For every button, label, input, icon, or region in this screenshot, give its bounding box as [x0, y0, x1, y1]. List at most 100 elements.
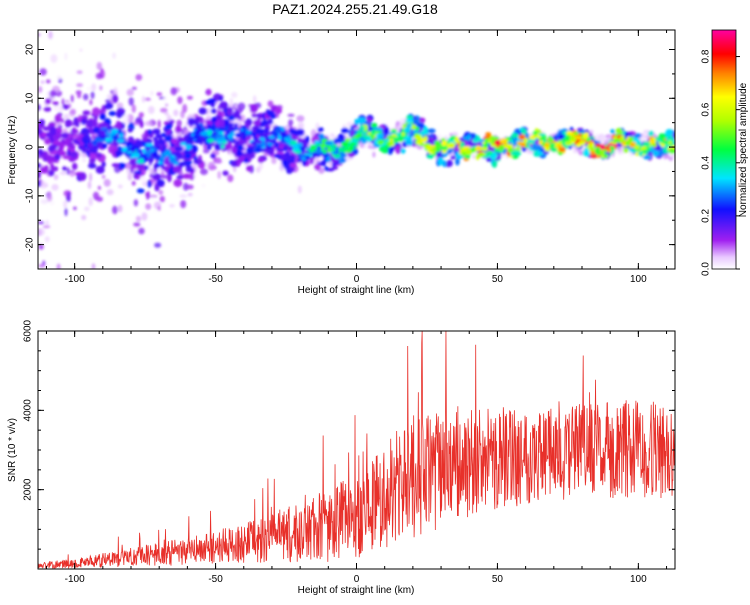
- heatmap-body-blob: [643, 155, 652, 160]
- heatmap-body-blob: [82, 110, 90, 116]
- heatmap-noise-blob: [127, 172, 133, 181]
- heatmap-body-blob: [53, 166, 59, 172]
- snr-y-axis-label: SNR (10 * v/v): [7, 418, 18, 482]
- heatmap-ridge-blob: [390, 129, 398, 133]
- heatmap-blobs: [38, 30, 675, 269]
- heatmap-body-blob: [324, 165, 329, 172]
- heatmap-ridge-blob: [463, 146, 471, 150]
- heatmap-noise-blob: [67, 191, 71, 201]
- heatmap-noise-blob: [38, 86, 43, 93]
- heatmap-ridge-blob: [322, 149, 328, 154]
- heatmap-body-blob: [38, 119, 46, 126]
- heatmap-body-blob: [218, 96, 224, 101]
- heatmap-body-blob: [134, 139, 144, 148]
- heatmap-body-blob: [514, 128, 522, 135]
- heatmap-noise-blob: [148, 106, 155, 114]
- heatmap-body-blob: [243, 152, 250, 157]
- heatmap-body-blob: [130, 164, 138, 170]
- heatmap-noise-blob: [79, 48, 83, 52]
- heatmap-noise-blob: [199, 168, 208, 175]
- heatmap-body-blob: [95, 165, 105, 174]
- heatmap-noise-blob: [138, 112, 144, 118]
- heatmap-ridge-blob: [253, 136, 259, 141]
- heatmap-noise-blob: [157, 206, 161, 211]
- heatmap-ridge-blob: [230, 131, 235, 136]
- colorbar-tick-label: 0.2: [701, 209, 712, 223]
- heatmap-ridge-blob: [356, 133, 362, 138]
- heatmap-ridge-blob: [613, 138, 621, 143]
- heatmap-ridge-blob: [105, 127, 114, 131]
- heatmap-ridge-blob: [414, 126, 420, 131]
- heatmap-ridge-blob: [628, 136, 634, 142]
- heatmap-ridge-blob: [268, 138, 273, 143]
- heatmap-body-blob: [160, 165, 166, 170]
- heatmap-body-blob: [38, 128, 43, 135]
- heatmap-ridge-blob: [213, 138, 219, 143]
- heatmap-ridge-blob: [217, 139, 222, 145]
- heatmap-ridge-blob: [245, 130, 252, 135]
- heatmap-body-blob: [274, 107, 282, 114]
- heatmap-body-blob: [266, 110, 275, 117]
- heatmap-body-blob: [207, 98, 217, 104]
- heatmap-body-blob: [152, 128, 161, 135]
- heatmap-ridge-blob: [338, 146, 343, 152]
- heatmap-ridge-blob: [623, 147, 629, 153]
- heatmap-ridge-blob: [193, 134, 199, 140]
- heatmap-body-blob: [99, 113, 106, 121]
- heatmap-noise-blob: [135, 74, 143, 81]
- heatmap-ridge-blob: [454, 139, 461, 144]
- heatmap-noise-blob: [177, 96, 183, 105]
- heatmap-ridge-blob: [406, 118, 414, 123]
- heatmap-ridge-blob: [254, 147, 262, 153]
- heatmap-body-blob: [112, 94, 119, 104]
- heatmap-ridge-blob: [589, 150, 596, 156]
- heatmap-ridge-blob: [603, 153, 608, 158]
- heatmap-y-tick-label: -10: [25, 188, 36, 203]
- heatmap-body-blob: [486, 157, 493, 162]
- heatmap-body-blob: [165, 123, 172, 131]
- heatmap-noise-blob: [156, 92, 163, 96]
- heatmap-ridge-blob: [396, 132, 401, 137]
- heatmap-noise-blob: [138, 227, 145, 235]
- heatmap-noise-blob: [75, 90, 82, 95]
- heatmap-ridge-blob: [441, 140, 447, 147]
- heatmap-noise-blob: [83, 93, 89, 101]
- heatmap-ridge-blob: [149, 147, 155, 153]
- heatmap-noise-blob: [64, 99, 70, 104]
- heatmap-body-blob: [42, 132, 47, 138]
- snr-plot-area: [38, 331, 675, 569]
- heatmap-ridge-blob: [294, 150, 302, 154]
- heatmap-ridge-blob: [576, 142, 582, 148]
- heatmap-noise-blob: [77, 93, 82, 99]
- heatmap-body-blob: [182, 173, 192, 179]
- heatmap-body-blob: [233, 110, 240, 119]
- heatmap-noise-blob: [237, 102, 246, 111]
- heatmap-x-tick-label: 0: [354, 274, 360, 285]
- heatmap-body-blob: [289, 162, 297, 168]
- heatmap-ridge-blob: [633, 145, 640, 149]
- heatmap-body-blob: [60, 132, 69, 139]
- heatmap-ridge-blob: [582, 133, 589, 140]
- heatmap-ridge-blob: [516, 141, 524, 146]
- heatmap-ridge-blob: [505, 143, 514, 149]
- heatmap-body-blob: [521, 128, 527, 136]
- heatmap-noise-blob: [53, 174, 59, 181]
- heatmap-ridge-blob: [275, 127, 280, 134]
- heatmap-body-blob: [492, 161, 497, 168]
- heatmap-ridge-blob: [595, 143, 602, 149]
- heatmap-ridge-blob: [260, 140, 267, 147]
- heatmap-x-tick-label: -50: [208, 274, 223, 285]
- heatmap-body-blob: [108, 111, 117, 116]
- heatmap-noise-blob: [76, 83, 83, 87]
- heatmap-ridge-blob: [557, 151, 563, 156]
- heatmap-ridge-blob: [407, 122, 412, 129]
- heatmap-noise-blob: [119, 154, 128, 163]
- heatmap-noise-blob: [87, 181, 92, 190]
- heatmap-ridge-blob: [127, 152, 133, 157]
- heatmap-ridge-blob: [330, 147, 336, 152]
- heatmap-ridge-blob: [139, 158, 145, 164]
- heatmap-ridge-blob: [220, 144, 225, 149]
- heatmap-ridge-blob: [586, 144, 593, 150]
- heatmap-body-blob: [173, 165, 181, 174]
